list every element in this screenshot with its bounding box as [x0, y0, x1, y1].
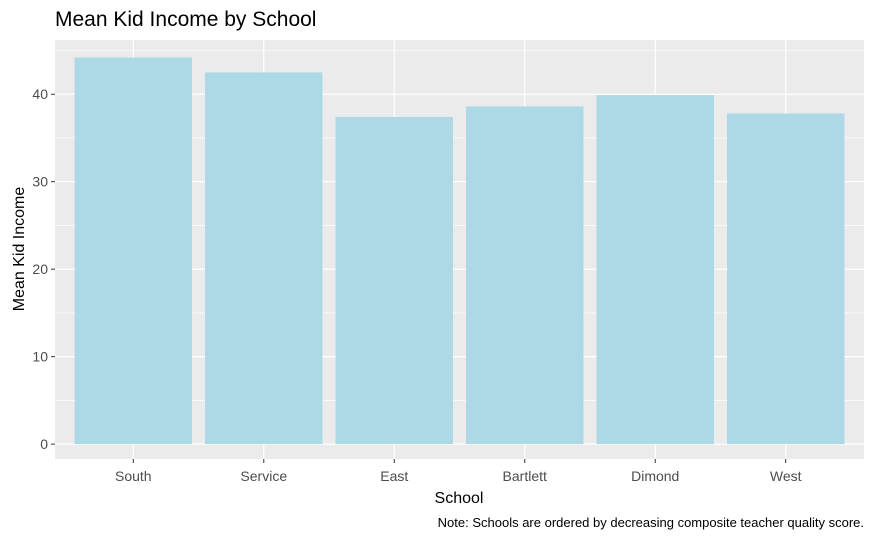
x-tick-label: South: [115, 468, 152, 484]
y-tick-label: 30: [32, 174, 48, 190]
x-tick-label: East: [380, 468, 408, 484]
bar-west: [726, 113, 845, 445]
chart-title: Mean Kid Income by School: [55, 8, 316, 31]
x-tick-label: Dimond: [631, 468, 679, 484]
y-axis-title: Mean Kid Income: [11, 187, 28, 312]
y-tick-label: 40: [32, 86, 48, 102]
bar-east: [335, 116, 453, 445]
x-axis: South Service East Bartlett Dimond West: [115, 459, 802, 484]
x-tick-label: West: [770, 468, 802, 484]
x-axis-title: School: [435, 490, 484, 507]
bar-bartlett: [466, 106, 584, 445]
y-tick-label: 20: [32, 261, 48, 277]
x-tick-label: Bartlett: [503, 468, 547, 484]
bar-service: [205, 72, 323, 445]
bar-south: [74, 57, 193, 445]
x-tick-label: Service: [240, 468, 287, 484]
bar-dimond: [596, 95, 714, 445]
y-axis: 0 10 20 30 40: [32, 86, 55, 452]
y-tick-label: 10: [32, 349, 48, 365]
bars-layer: [74, 57, 845, 445]
chart-caption: Note: Schools are ordered by decreasing …: [438, 515, 864, 530]
y-tick-label: 0: [40, 436, 48, 452]
